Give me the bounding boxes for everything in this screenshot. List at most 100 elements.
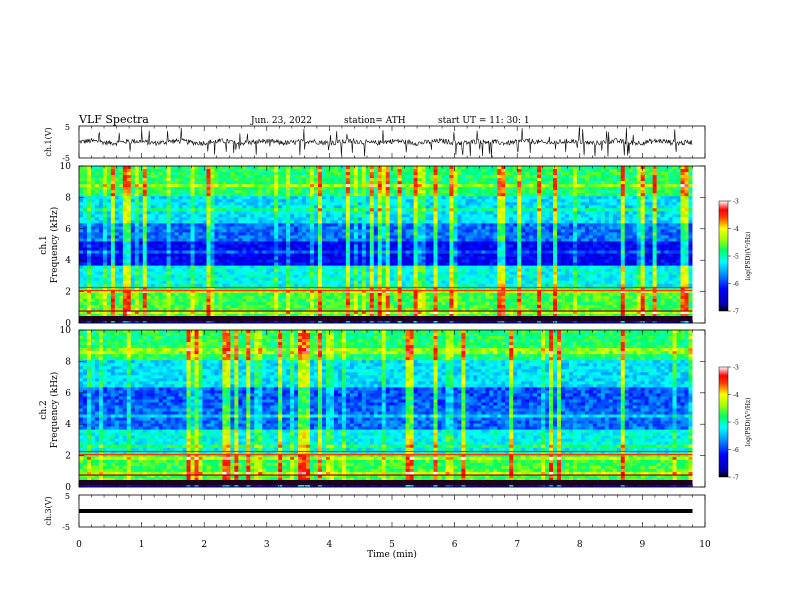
spectrogram-cell [545, 199, 550, 203]
spectrogram-cell [405, 166, 410, 170]
spectrogram-cell [210, 190, 215, 194]
spectrogram-cell [501, 238, 506, 242]
spectrogram-cell [592, 172, 598, 176]
spectrogram-cell [668, 217, 673, 221]
spectrogram-cell [640, 229, 645, 233]
spectrogram-cell [425, 205, 430, 209]
spectrogram-cell [230, 202, 235, 206]
spectrogram-cell [357, 199, 363, 203]
spectrogram-cell [329, 208, 335, 212]
spectrogram-cell [250, 259, 255, 263]
spectrogram-cell [485, 211, 490, 215]
spectrogram-cell [572, 232, 578, 236]
spectrogram-cell [266, 238, 271, 242]
spectrogram-cell [186, 199, 191, 203]
spectrogram-cell [592, 187, 598, 191]
spectrogram-cell [353, 244, 359, 248]
spectrogram-cell [198, 187, 203, 191]
spectrogram-cell [680, 193, 685, 197]
spectrogram-cell [306, 250, 311, 254]
spectrogram-cell [325, 193, 331, 197]
spectrogram-cell [158, 190, 163, 194]
spectrogram-cell [493, 169, 498, 173]
spectrogram-cell [206, 223, 211, 227]
spectrogram-cell [86, 253, 92, 257]
spectrogram-cell [385, 232, 391, 236]
spectrogram-cell [94, 250, 100, 254]
spectrogram-cell [214, 229, 219, 233]
spectrogram-cell [648, 196, 653, 200]
spectrogram-cell [361, 241, 367, 245]
spectrogram-cell [218, 214, 223, 218]
spectrogram-cell [612, 244, 618, 248]
spectrogram-cell [79, 193, 84, 197]
spectrogram-cell [672, 235, 677, 239]
spectrogram-cell [600, 211, 606, 215]
spectrogram-cell [385, 223, 391, 227]
spectrogram-cell [429, 202, 434, 206]
spectrogram-cell [640, 187, 645, 191]
spectrogram-cell [421, 217, 426, 221]
spectrogram-cell [90, 175, 96, 179]
spectrogram-cell [473, 253, 478, 257]
spectrogram-cell [389, 196, 394, 200]
spectrogram-cell [636, 211, 641, 215]
spectrogram-cell [361, 232, 367, 236]
spectrogram-cell [266, 193, 271, 197]
spectrogram-cell [322, 226, 327, 230]
spectrogram-cell [572, 166, 578, 170]
spectrogram-cell [628, 199, 634, 203]
spectrogram-cell [282, 232, 287, 236]
spectrogram-cell [680, 169, 685, 173]
spectrogram-cell [553, 172, 558, 176]
spectrogram-cell [596, 187, 602, 191]
spectrogram-cell [230, 232, 235, 236]
spectrogram-cell [162, 217, 167, 221]
spectrogram-cell [345, 205, 351, 209]
spectrogram-cell [302, 169, 307, 173]
spectrogram-cell [182, 205, 187, 209]
spectrogram-cell [314, 205, 319, 209]
spectrogram-cell [449, 178, 454, 182]
spectrogram-cell [174, 211, 179, 215]
spectrogram-cell [445, 253, 450, 257]
spectrogram-cell [278, 178, 283, 182]
spectrogram-cell [401, 256, 406, 260]
spectrogram-cell [214, 175, 219, 179]
spectrogram-cell [134, 229, 140, 233]
spectrogram-cell [473, 241, 478, 245]
spectrogram-cell [206, 217, 211, 221]
spectrogram-cell [421, 226, 426, 230]
spectrogram-cell [298, 241, 303, 245]
spectrogram-cell [628, 181, 634, 185]
spectrogram-cell [118, 181, 124, 185]
spectrogram-cell [262, 253, 267, 257]
spectrogram-cell [664, 253, 669, 257]
spectrogram-cell [684, 256, 689, 260]
spectrogram-cell [453, 232, 458, 236]
spectrogram-cell [473, 226, 478, 230]
spectrogram-cell [632, 226, 638, 230]
spectrogram-cell [453, 172, 458, 176]
spectrogram-cell [98, 247, 104, 251]
spectrogram-cell [513, 190, 518, 194]
spectrogram-cell [222, 208, 227, 212]
spectrogram-cell [592, 178, 598, 182]
spectrogram-cell [433, 199, 438, 203]
spectrogram-cell [576, 208, 582, 212]
spectrogram-cell [668, 244, 673, 248]
spectrogram-cell [457, 193, 462, 197]
spectrogram-cell [329, 259, 335, 263]
spectrogram-cell [190, 178, 195, 182]
spectrogram-cell [688, 169, 693, 173]
spectrogram-cell [274, 208, 279, 212]
spectrogram-cell [561, 211, 566, 215]
spectrogram-cell [656, 199, 661, 203]
spectrogram-cell [162, 184, 167, 188]
spectrogram-cell [349, 211, 355, 215]
spectrogram-cell [238, 190, 243, 194]
spectrogram-cell [453, 199, 458, 203]
spectrogram-cell [150, 196, 155, 200]
spectrogram-cell [485, 223, 490, 227]
spectrogram-cell [485, 181, 490, 185]
